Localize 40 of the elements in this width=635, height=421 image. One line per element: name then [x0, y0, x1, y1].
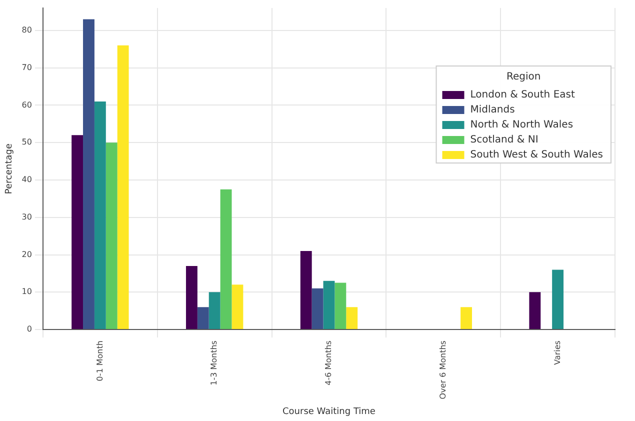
bar — [220, 189, 232, 330]
y-tick-label: 40 — [22, 175, 32, 184]
legend-label: Midlands — [470, 104, 515, 116]
bar — [346, 307, 358, 330]
y-tick-label: 20 — [22, 250, 32, 259]
y-tick-label: 80 — [22, 26, 32, 35]
bar — [334, 282, 346, 330]
bar — [312, 288, 324, 330]
y-axis-title: Percentage — [4, 143, 15, 194]
legend-label: South West & South Wales — [470, 150, 604, 161]
bar — [208, 292, 220, 330]
bar — [186, 266, 198, 330]
y-tick-label: 50 — [22, 138, 32, 147]
bar — [72, 135, 84, 330]
x-tick-label: 4-6 Months — [324, 340, 334, 386]
bar — [94, 101, 106, 330]
bar — [460, 307, 472, 330]
x-tick-label: Over 6 Months — [438, 340, 448, 400]
x-axis-title: Course Waiting Time — [282, 406, 376, 417]
y-tick-label: 70 — [22, 62, 32, 72]
x-tick-label: 1-3 Months — [210, 340, 219, 386]
y-tick-label: 30 — [22, 212, 32, 222]
x-tick-label: Varies — [552, 340, 562, 365]
bar — [552, 270, 564, 330]
legend-title: Region — [506, 72, 541, 83]
y-tick-label: 0 — [26, 324, 32, 334]
y-tick-label: 10 — [22, 287, 32, 296]
bar — [300, 251, 312, 330]
bar — [323, 280, 335, 330]
y-tick-label: 60 — [22, 100, 32, 110]
bar — [529, 292, 541, 330]
x-tick-label: 0-1 Month — [95, 340, 104, 382]
bar — [232, 284, 244, 330]
bar — [106, 142, 118, 330]
legend-label: London & South East — [470, 90, 575, 101]
legend-label: North & North Wales — [470, 120, 574, 131]
legend-label: Scotland & NI — [470, 134, 538, 146]
bar — [117, 45, 129, 330]
bar — [83, 19, 94, 330]
bar — [197, 307, 209, 330]
